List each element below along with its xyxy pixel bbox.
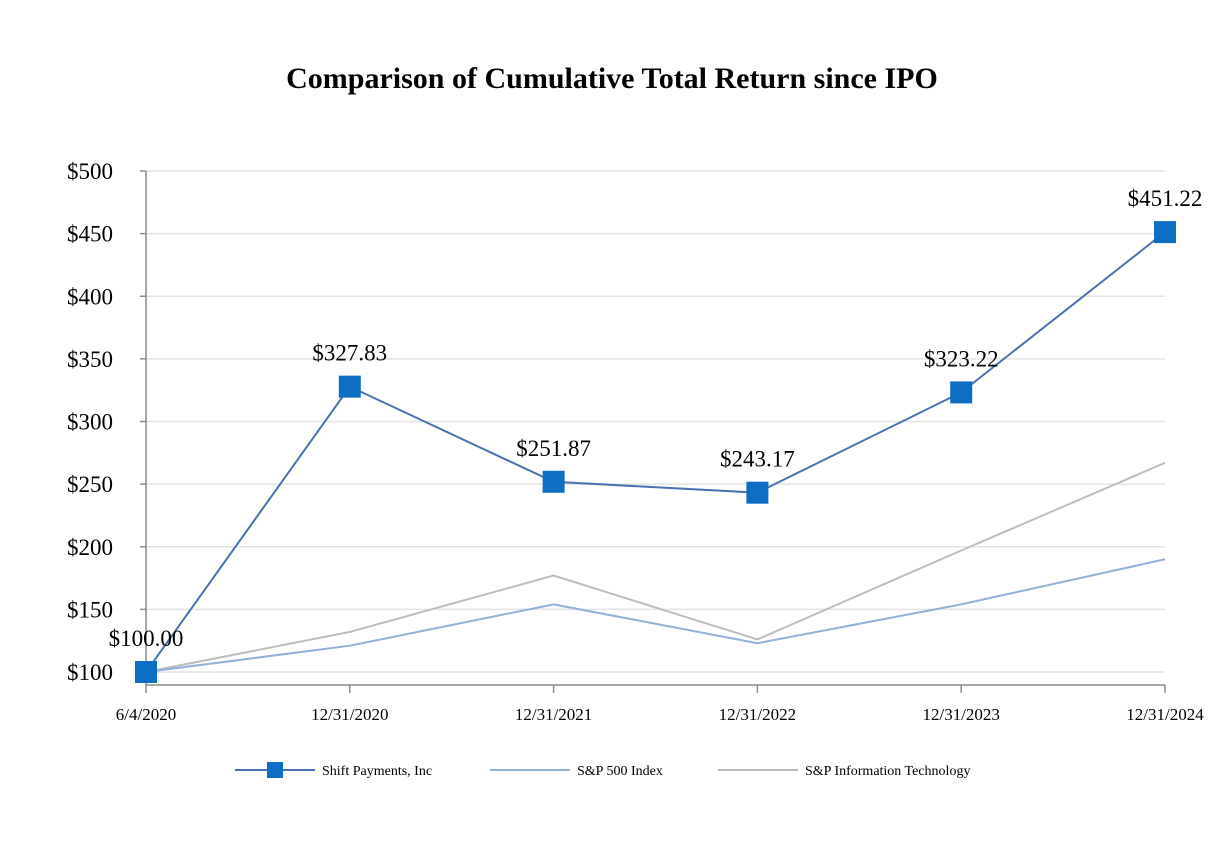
x-tick-label: 6/4/2020 xyxy=(116,705,176,724)
data-label: $323.22 xyxy=(924,346,999,371)
data-point-marker xyxy=(338,375,361,398)
series-line-s-p-information-technology xyxy=(145,461,1166,673)
data-point-marker xyxy=(135,661,157,683)
x-tick-label: 12/31/2022 xyxy=(719,705,796,724)
y-axis-ticks: $100 $150 $200 $250 $300 $350 $400 $450 $500 xyxy=(67,159,146,685)
x-tick-label: 12/31/2021 xyxy=(515,705,592,724)
data-point-marker xyxy=(950,381,973,404)
data-label: $251.87 xyxy=(516,436,591,461)
x-tick-label: 12/31/2023 xyxy=(922,705,999,724)
y-tick-label: $350 xyxy=(67,347,113,372)
series-line-s-p-500-index xyxy=(145,558,1166,673)
legend-label: S&P Information Technology xyxy=(805,764,970,779)
y-tick-label: $500 xyxy=(67,159,113,184)
x-tick-label: 12/31/2020 xyxy=(311,705,388,724)
y-tick-label: $100 xyxy=(67,660,113,685)
legend-marker xyxy=(267,762,283,778)
data-point-marker xyxy=(1154,221,1176,244)
legend: Shift Payments, Inc S&P 500 Index S&P Info… xyxy=(235,762,970,779)
chart-title: Comparison of Cumulative Total Return si… xyxy=(286,62,938,95)
data-point-marker xyxy=(542,470,565,493)
y-tick-label: $250 xyxy=(67,472,113,497)
data-label: $100.00 xyxy=(109,626,184,651)
legend-item: S&P Information Technology xyxy=(718,764,970,779)
data-point-marker xyxy=(746,481,769,504)
legend-item: S&P 500 Index xyxy=(490,764,663,779)
series-line-shift-payments-inc xyxy=(145,231,1166,673)
x-tick-label: 12/31/2024 xyxy=(1126,705,1204,724)
data-labels: $100.00 $327.83 $251.87 $243.17 $323.22 $451.… xyxy=(109,186,1203,651)
x-axis-ticks: 6/4/2020 12/31/2020 12/31/2021 12/31/2022 12… xyxy=(116,685,1204,724)
legend-label: S&P 500 Index xyxy=(577,764,663,779)
y-tick-label: $450 xyxy=(67,222,113,247)
legend-item: Shift Payments, Inc xyxy=(235,762,432,779)
data-label: $327.83 xyxy=(312,341,387,366)
y-tick-label: $150 xyxy=(67,597,113,622)
data-label: $451.22 xyxy=(1128,186,1203,211)
series-group xyxy=(135,221,1176,683)
legend-label: Shift Payments, Inc xyxy=(322,764,432,779)
y-tick-label: $300 xyxy=(67,410,113,435)
data-label: $243.17 xyxy=(720,447,795,472)
y-tick-label: $200 xyxy=(67,535,113,560)
axes xyxy=(145,171,1165,686)
y-tick-label: $400 xyxy=(67,284,113,309)
gridlines xyxy=(146,170,1165,673)
